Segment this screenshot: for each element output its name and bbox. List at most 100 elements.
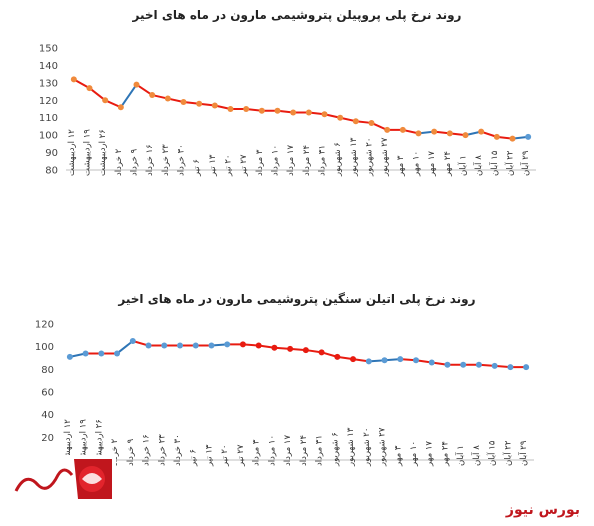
- x-tick-label: ۳ مرداد: [252, 439, 262, 466]
- x-tick-label: ۱۰ مهر: [409, 441, 419, 467]
- data-point: [302, 347, 309, 354]
- data-point: [460, 361, 467, 368]
- y-tick-label: 140: [39, 61, 58, 72]
- hdpe-chart-panel: روند نرخ پلی اتیلن سنگین پتروشیمی مارون …: [0, 262, 594, 526]
- data-point: [381, 357, 388, 364]
- data-point: [337, 114, 344, 121]
- x-tick-label: ۳ مهر: [393, 445, 403, 467]
- x-tick-label: ۲۶ اردیبهشت: [94, 419, 104, 466]
- data-point: [271, 344, 278, 351]
- data-point: [509, 135, 516, 142]
- y-tick-label: 90: [45, 148, 58, 159]
- data-point: [98, 350, 105, 357]
- x-tick-label: ۱۳ شهریور: [349, 137, 359, 177]
- polypropylene-chart-panel: روند نرخ پلی پروپیلن پتروشیمی مارون در م…: [0, 0, 594, 262]
- x-tick-label: ۱۷ مرداد: [286, 145, 296, 176]
- data-point: [66, 353, 73, 360]
- data-point: [70, 76, 77, 83]
- data-point: [431, 128, 438, 135]
- y-tick-label: 100: [39, 131, 58, 142]
- data-point: [224, 341, 231, 348]
- x-tick-label: ۱۰ مهر: [412, 151, 422, 177]
- data-point: [493, 133, 500, 140]
- data-point: [365, 358, 372, 365]
- data-point: [287, 345, 294, 352]
- x-tick-label: ۱۶ خرداد: [145, 144, 155, 176]
- data-point: [274, 107, 281, 114]
- data-point: [129, 338, 136, 344]
- x-tick-label: ۳۱ مرداد: [318, 145, 328, 176]
- x-tick-label: ۲ خرداد: [110, 438, 120, 466]
- data-point: [368, 119, 375, 126]
- data-point: [415, 130, 422, 137]
- x-tick-label: ۱۷ مهر: [425, 441, 435, 467]
- data-point: [239, 341, 246, 348]
- data-point: [321, 111, 328, 118]
- x-tick-label: ۱۵ آبان: [486, 440, 498, 466]
- series-segment: [135, 83, 154, 97]
- series-segment: [88, 87, 107, 102]
- x-tick-label: ۲۰ تیر: [224, 155, 234, 177]
- y-tick-label: 120: [39, 96, 58, 107]
- data-point: [384, 126, 391, 133]
- data-point: [227, 106, 234, 112]
- x-tick-label: ۱۵ آبان: [488, 150, 500, 176]
- x-tick-label: ۱۳ تیر: [204, 444, 214, 467]
- x-tick-label: ۳۱ مرداد: [315, 435, 325, 466]
- data-point: [243, 106, 250, 112]
- data-point: [255, 342, 262, 349]
- x-tick-label: ۲۷ شهریور: [380, 137, 390, 177]
- data-point: [117, 104, 124, 111]
- x-tick-label: ۱۹ اردیبهشت: [79, 419, 89, 466]
- y-tick-label: 40: [41, 410, 54, 421]
- x-tick-label: ۲۰ تیر: [220, 445, 230, 467]
- y-tick-label: 80: [45, 166, 58, 177]
- x-tick-label: ۲۴ مرداد: [302, 145, 312, 176]
- chart-title: روند نرخ پلی اتیلن سنگین پتروشیمی مارون …: [118, 292, 476, 306]
- data-point: [192, 342, 199, 349]
- x-tick-label: ۲۲ آبان: [501, 440, 513, 466]
- data-point: [102, 97, 109, 104]
- x-tick-label: ۱ آبان: [454, 445, 466, 466]
- data-point: [86, 85, 93, 92]
- y-tick-label: 20: [41, 433, 54, 444]
- x-tick-label: ۳۰ خرداد: [173, 434, 183, 466]
- data-point: [290, 109, 297, 116]
- data-point: [334, 353, 341, 360]
- x-tick-label: ۲۷ شهریور: [378, 427, 388, 467]
- data-point: [318, 349, 325, 356]
- x-tick-label: ۶ شهریور: [333, 142, 343, 177]
- data-point: [444, 361, 451, 368]
- data-point: [446, 130, 453, 137]
- x-tick-label: ۹ خرداد: [126, 438, 136, 466]
- data-point: [82, 350, 89, 357]
- chart-title: روند نرخ پلی پروپیلن پتروشیمی مارون در م…: [132, 8, 462, 22]
- x-tick-label: ۲۰ شهریور: [362, 428, 372, 467]
- data-point: [491, 362, 498, 369]
- y-tick-label: 80: [41, 365, 54, 376]
- series-segment: [119, 83, 138, 109]
- data-point: [305, 109, 312, 116]
- y-tick-label: 110: [39, 113, 58, 124]
- x-tick-label: ۲۹ آبان: [517, 440, 529, 466]
- data-point: [413, 357, 419, 364]
- x-tick-label: ۳ مهر: [396, 155, 406, 177]
- data-point: [475, 361, 482, 368]
- x-tick-label: ۹ خرداد: [130, 148, 140, 176]
- x-tick-label: ۲۴ مهر: [443, 151, 453, 177]
- x-tick-label: ۲۳ خرداد: [157, 434, 167, 466]
- data-point: [399, 126, 406, 133]
- brand-label: بورس نیوز: [505, 502, 580, 518]
- y-tick-label: 150: [39, 44, 58, 55]
- x-tick-label: ۳۰ خرداد: [177, 144, 187, 176]
- data-point: [208, 342, 215, 349]
- data-point: [428, 359, 435, 366]
- data-point: [196, 100, 203, 107]
- x-tick-label: ۱۰ مرداد: [267, 435, 277, 466]
- data-point: [177, 342, 183, 349]
- data-point: [133, 81, 140, 88]
- x-tick-label: ۲۹ آبان: [519, 150, 531, 176]
- x-tick-label: ۱۳ تیر: [208, 154, 218, 177]
- data-point: [180, 99, 187, 106]
- data-point: [397, 356, 404, 363]
